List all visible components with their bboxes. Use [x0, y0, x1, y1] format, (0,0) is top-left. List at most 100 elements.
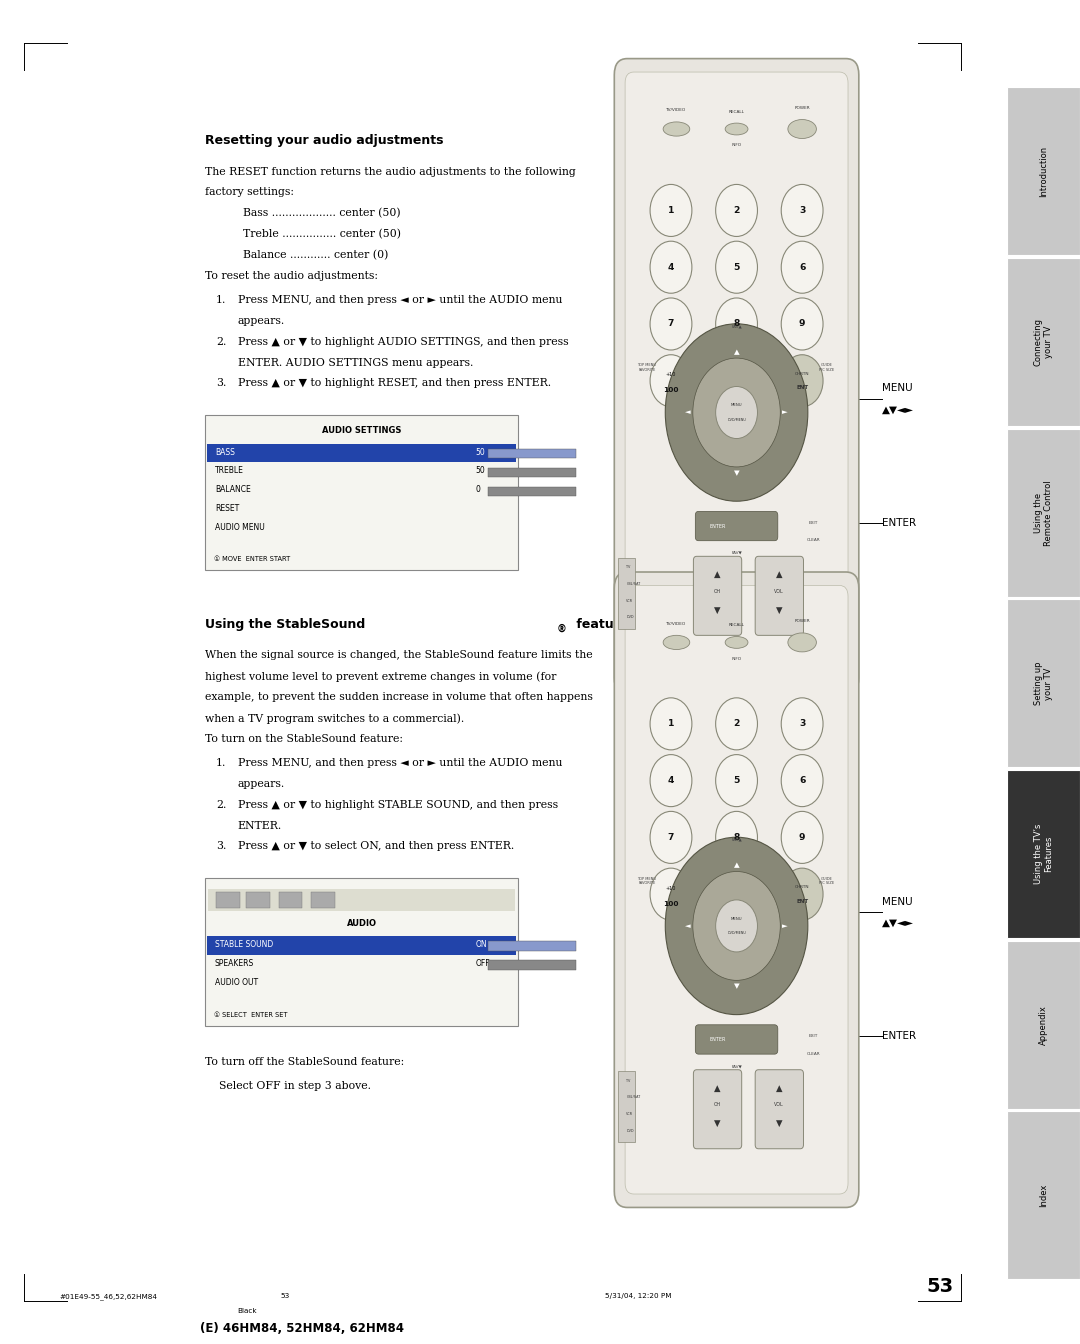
- Text: DVD/MENU: DVD/MENU: [727, 931, 746, 935]
- Text: TOP MENU
FAVORITE: TOP MENU FAVORITE: [637, 363, 657, 372]
- Text: 100: 100: [663, 387, 678, 394]
- Circle shape: [650, 355, 692, 407]
- Text: RECALL: RECALL: [729, 110, 744, 114]
- Text: EXIT: EXIT: [808, 1034, 818, 1038]
- Text: 4: 4: [667, 262, 674, 271]
- Text: MENU: MENU: [731, 403, 742, 407]
- Text: 3.: 3.: [216, 841, 227, 851]
- Text: CLEAR: CLEAR: [807, 1051, 820, 1055]
- Text: FAV▼: FAV▼: [731, 454, 742, 458]
- Text: ENTER: ENTER: [882, 517, 917, 527]
- Text: FAV▲: FAV▲: [731, 837, 742, 841]
- Bar: [488, 449, 576, 458]
- Text: DVD: DVD: [626, 616, 634, 620]
- Circle shape: [781, 868, 823, 921]
- Bar: [488, 961, 576, 970]
- Text: ▲▼◄►: ▲▼◄►: [882, 918, 915, 929]
- Text: BASS: BASS: [215, 448, 234, 457]
- Text: CHRTN: CHRTN: [795, 886, 809, 890]
- Text: MENU: MENU: [882, 896, 913, 907]
- Text: 8: 8: [733, 833, 740, 841]
- Text: Press ▲ or ▼ to highlight STABLE SOUND, and then press: Press ▲ or ▼ to highlight STABLE SOUND, …: [238, 800, 557, 809]
- Circle shape: [716, 868, 757, 921]
- Text: CHRTN: CHRTN: [795, 372, 809, 376]
- Text: ®: ®: [556, 624, 566, 633]
- Text: 2.: 2.: [216, 800, 227, 809]
- Circle shape: [693, 358, 780, 466]
- Circle shape: [650, 754, 692, 806]
- Text: +10: +10: [665, 886, 676, 891]
- Ellipse shape: [788, 120, 816, 138]
- FancyBboxPatch shape: [625, 73, 848, 680]
- Text: 5/31/04, 12:20 PM: 5/31/04, 12:20 PM: [605, 1293, 672, 1298]
- Text: ▲: ▲: [777, 570, 783, 579]
- Text: FAV▼: FAV▼: [731, 551, 742, 555]
- Circle shape: [716, 298, 757, 349]
- FancyBboxPatch shape: [615, 573, 859, 1207]
- Circle shape: [716, 241, 757, 293]
- Text: Press MENU, and then press ◄ or ► until the AUDIO menu: Press MENU, and then press ◄ or ► until …: [238, 758, 562, 767]
- Text: Connecting
your TV: Connecting your TV: [1034, 319, 1053, 366]
- Text: VOL: VOL: [774, 589, 784, 594]
- Bar: [207, 444, 516, 462]
- Bar: [205, 879, 518, 1027]
- Text: GUIDE
PIC SIZE: GUIDE PIC SIZE: [819, 363, 834, 372]
- Text: 6: 6: [799, 775, 806, 785]
- Text: ▲: ▲: [714, 570, 720, 579]
- Bar: [1007, 429, 1080, 597]
- Text: ◄: ◄: [686, 410, 691, 415]
- Text: TV/VIDEO: TV/VIDEO: [666, 622, 687, 626]
- Text: 0: 0: [475, 485, 481, 495]
- FancyBboxPatch shape: [693, 1070, 742, 1149]
- Text: To turn on the StableSound feature:: To turn on the StableSound feature:: [205, 734, 403, 743]
- Text: ENTER: ENTER: [882, 1031, 917, 1040]
- Bar: [1007, 941, 1080, 1109]
- Text: ENTER.: ENTER.: [238, 820, 282, 831]
- Text: Press ▲ or ▼ to highlight AUDIO SETTINGS, and then press: Press ▲ or ▼ to highlight AUDIO SETTINGS…: [238, 336, 568, 347]
- Bar: [1007, 87, 1080, 255]
- Bar: [205, 415, 518, 570]
- Circle shape: [650, 298, 692, 349]
- Bar: [279, 892, 302, 909]
- Circle shape: [650, 868, 692, 921]
- Text: #01E49-55_46,52,62HM84: #01E49-55_46,52,62HM84: [59, 1293, 158, 1300]
- Text: 2: 2: [733, 719, 740, 728]
- Text: ▲: ▲: [714, 1083, 720, 1093]
- Text: 50: 50: [475, 448, 485, 457]
- Text: 9: 9: [799, 320, 806, 328]
- Text: FAV▼: FAV▼: [731, 1064, 742, 1068]
- Circle shape: [781, 298, 823, 349]
- Text: RECALL: RECALL: [729, 624, 744, 628]
- Circle shape: [781, 241, 823, 293]
- Text: ① SELECT  ENTER SET: ① SELECT ENTER SET: [214, 1012, 287, 1019]
- Text: VOL: VOL: [774, 1102, 784, 1107]
- Bar: [488, 487, 576, 496]
- Bar: [1007, 258, 1080, 426]
- Text: CBL/SAT: CBL/SAT: [626, 1095, 640, 1099]
- Circle shape: [716, 355, 757, 407]
- Text: Black: Black: [238, 1308, 257, 1313]
- FancyBboxPatch shape: [755, 1070, 804, 1149]
- Text: ENT: ENT: [796, 899, 808, 903]
- Circle shape: [781, 184, 823, 237]
- Text: ►: ►: [782, 923, 787, 929]
- Text: Press ▲ or ▼ to highlight RESET, and then press ENTER.: Press ▲ or ▼ to highlight RESET, and the…: [238, 378, 551, 388]
- Text: AUDIO SETTINGS: AUDIO SETTINGS: [322, 426, 402, 435]
- FancyBboxPatch shape: [615, 59, 859, 694]
- Ellipse shape: [663, 122, 690, 136]
- Text: Select OFF in step 3 above.: Select OFF in step 3 above.: [205, 1081, 372, 1091]
- Circle shape: [650, 812, 692, 863]
- Text: 1: 1: [667, 206, 674, 215]
- Text: AUDIO: AUDIO: [347, 919, 377, 927]
- Text: 1.: 1.: [216, 758, 227, 767]
- Circle shape: [693, 871, 780, 980]
- Text: GUIDE
PIC SIZE: GUIDE PIC SIZE: [819, 876, 834, 886]
- Text: FAV▲: FAV▲: [731, 324, 742, 328]
- FancyBboxPatch shape: [755, 556, 804, 636]
- Text: Resetting your audio adjustments: Resetting your audio adjustments: [205, 134, 444, 148]
- Circle shape: [665, 324, 808, 501]
- Text: ▲: ▲: [733, 863, 740, 868]
- Text: INFO: INFO: [731, 144, 742, 148]
- Text: SPEAKERS: SPEAKERS: [215, 960, 254, 968]
- Text: To turn off the StableSound feature:: To turn off the StableSound feature:: [205, 1058, 404, 1067]
